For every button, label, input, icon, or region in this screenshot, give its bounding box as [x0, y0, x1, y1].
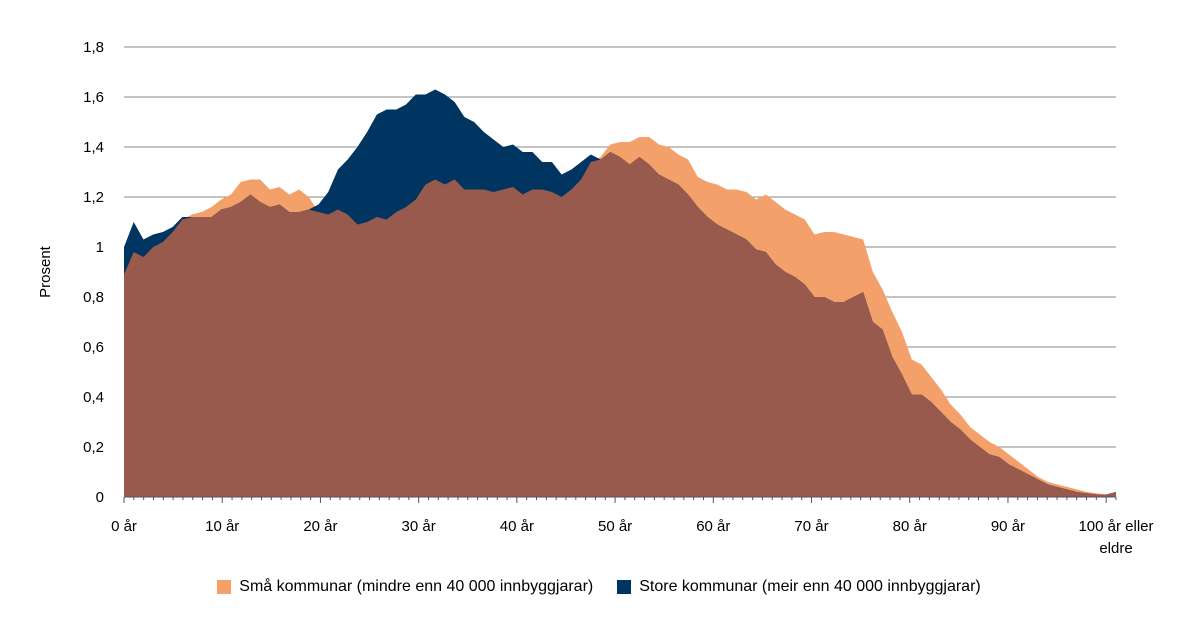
y-tick-label: 1,2 — [83, 189, 104, 206]
axes — [123, 496, 1117, 503]
x-tick-label: 90 år — [991, 518, 1025, 535]
y-tick-label: 0 — [96, 489, 104, 506]
y-tick-labels: 0 0,2 0,4 0,6 0,8 1 1,2 1,4 1,6 1,8 — [83, 39, 104, 506]
x-tick-label: 40 år — [500, 518, 534, 535]
legend-item-small: Små kommunar (mindre enn 40 000 innbyggj… — [217, 578, 593, 596]
legend-swatch-small — [217, 580, 232, 594]
y-tick-label: 1,4 — [83, 139, 104, 156]
x-tick-label: 30 år — [402, 518, 436, 535]
x-tick-label: 50 år — [598, 518, 632, 535]
x-tick-label: 100 år eller eldre — [1078, 518, 1153, 557]
area-series — [124, 89, 1116, 497]
y-tick-label: 0,6 — [83, 339, 104, 356]
legend-item-large: Store kommunar (meir enn 40 000 innbyggj… — [617, 578, 981, 596]
y-tick-label: 1,6 — [83, 89, 104, 106]
y-tick-label: 0,2 — [83, 439, 104, 456]
legend-label-small: Små kommunar (mindre enn 40 000 innbyggj… — [239, 578, 594, 595]
x-tick-label: 20 år — [303, 518, 337, 535]
y-tick-label: 0,4 — [83, 389, 104, 406]
x-tick-label: 80 år — [893, 518, 927, 535]
legend: Små kommunar (mindre enn 40 000 innbyggj… — [0, 578, 1198, 596]
x-tick-label: 0 år — [111, 518, 137, 535]
x-tick-label: 70 år — [794, 518, 828, 535]
area-overlap — [124, 152, 1116, 497]
y-tick-label: 1,8 — [83, 39, 104, 56]
y-axis-label: Prosent — [37, 245, 54, 298]
x-tick-label: 60 år — [696, 518, 730, 535]
x-tick-labels: 0 år 10 år 20 år 30 år 40 år 50 år 60 år 70 år 8… — [111, 518, 1153, 557]
y-tick-label: 1 — [96, 239, 104, 256]
y-tick-label: 0,8 — [83, 289, 104, 306]
x-tick-label: 10 år — [205, 518, 239, 535]
legend-label-large: Store kommunar (meir enn 40 000 innbyggj… — [639, 578, 981, 595]
legend-swatch-large — [617, 580, 632, 594]
